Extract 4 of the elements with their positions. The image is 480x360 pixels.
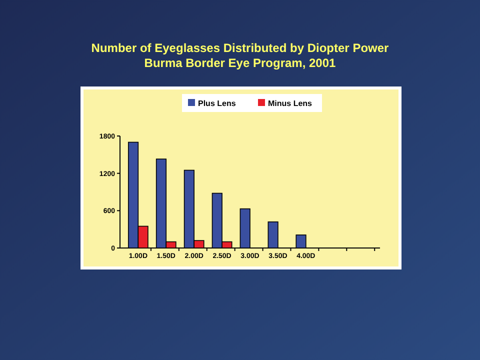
chart-title: Number of Eyeglasses Distributed by Diopter Power [91,41,390,55]
legend-label: Minus Lens [268,99,313,108]
chart-subtitle: Burma Border Eye Program, 2001 [144,56,336,70]
legend-label: Plus Lens [198,99,236,108]
